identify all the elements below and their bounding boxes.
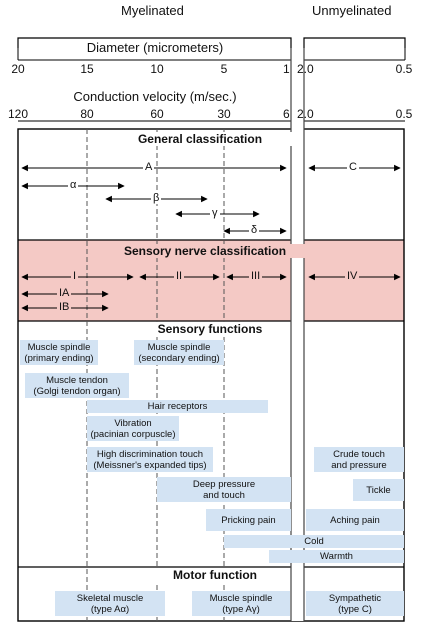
section-sensory-class-title: Sensory nerve classification bbox=[95, 244, 315, 258]
function-box-deep-pressure: Deep pressure and touch bbox=[157, 477, 291, 502]
fiber-alpha-label: α bbox=[68, 179, 79, 191]
function-box-muscle-tendon: Muscle tendon (Golgi tendon organ) bbox=[25, 373, 129, 398]
unmyelinated-label: Unmyelinated bbox=[312, 3, 392, 18]
diameter-tick: 10 bbox=[150, 62, 164, 76]
function-box-warmth: Warmth bbox=[269, 550, 404, 563]
fiber-delta-label: δ bbox=[249, 224, 260, 236]
section-motor-title: Motor function bbox=[140, 568, 290, 582]
diameter-tick: 5 bbox=[220, 62, 228, 76]
velocity-tick: 80 bbox=[80, 107, 94, 121]
velocity-tick: 0.5 bbox=[395, 107, 413, 121]
function-box-crude-touch: Crude touch and pressure bbox=[314, 447, 404, 472]
fiber-iii-label: III bbox=[249, 270, 263, 282]
function-box-pricking-pain: Pricking pain bbox=[206, 509, 291, 531]
fiber-ii-label: II bbox=[174, 270, 185, 282]
function-box-vibration: Vibration (pacinian corpuscle) bbox=[87, 416, 179, 441]
velocity-tick: 2.0 bbox=[297, 107, 314, 121]
main-frame bbox=[17, 128, 405, 622]
unmyelinated-bracket bbox=[303, 37, 406, 48]
function-box-cold: Cold bbox=[224, 535, 404, 548]
section-general-title: General classification bbox=[100, 132, 300, 146]
function-box-hair-receptors: Hair receptors bbox=[87, 400, 268, 413]
velocity-tick: 60 bbox=[150, 107, 164, 121]
diameter-title: Diameter (micrometers) bbox=[86, 40, 224, 55]
fiber-ib-label: IB bbox=[57, 301, 72, 313]
diameter-tick: 2.0 bbox=[297, 62, 314, 76]
function-box-aching-pain: Aching pain bbox=[306, 509, 404, 531]
fiber-ia-label: IA bbox=[57, 287, 72, 299]
velocity-tick: 120 bbox=[7, 107, 29, 121]
function-box-high-discrimination-touch: High discrimination touch (Meissner's exp… bbox=[87, 447, 213, 472]
fiber-i-label: I bbox=[71, 270, 79, 282]
fiber-a-label: A bbox=[143, 161, 155, 173]
velocity-title: Conduction velocity (m/sec.) bbox=[73, 89, 237, 104]
diameter-tick: 0.5 bbox=[395, 62, 413, 76]
function-box-muscle-spindle-primary: Muscle spindle (primary ending) bbox=[20, 340, 98, 365]
function-box-muscle-spindle-secondary: Muscle spindle (secondary ending) bbox=[134, 340, 224, 365]
fiber-c-label: C bbox=[347, 161, 359, 173]
diameter-tick: 20 bbox=[11, 62, 25, 76]
fiber-iv-label: IV bbox=[345, 270, 360, 282]
diameter-tick: 15 bbox=[80, 62, 94, 76]
function-box-tickle: Tickle bbox=[353, 479, 404, 501]
motor-box-sympathetic: Sympathetic (type C) bbox=[306, 591, 404, 616]
velocity-tick: 6 bbox=[283, 107, 290, 121]
velocity-tick: 30 bbox=[217, 107, 231, 121]
fiber-gamma-label: γ bbox=[210, 207, 220, 219]
motor-box-skeletal-muscle: Skeletal muscle (type Aα) bbox=[55, 591, 165, 616]
section-sensory-functions-title: Sensory functions bbox=[130, 322, 290, 336]
motor-box-muscle-spindle: Muscle spindle (type Aγ) bbox=[192, 591, 290, 616]
myelinated-bracket bbox=[17, 37, 292, 48]
fiber-beta-label: β bbox=[151, 192, 162, 204]
diameter-tick: 1 bbox=[283, 62, 290, 76]
myelinated-label: Myelinated bbox=[121, 3, 184, 18]
